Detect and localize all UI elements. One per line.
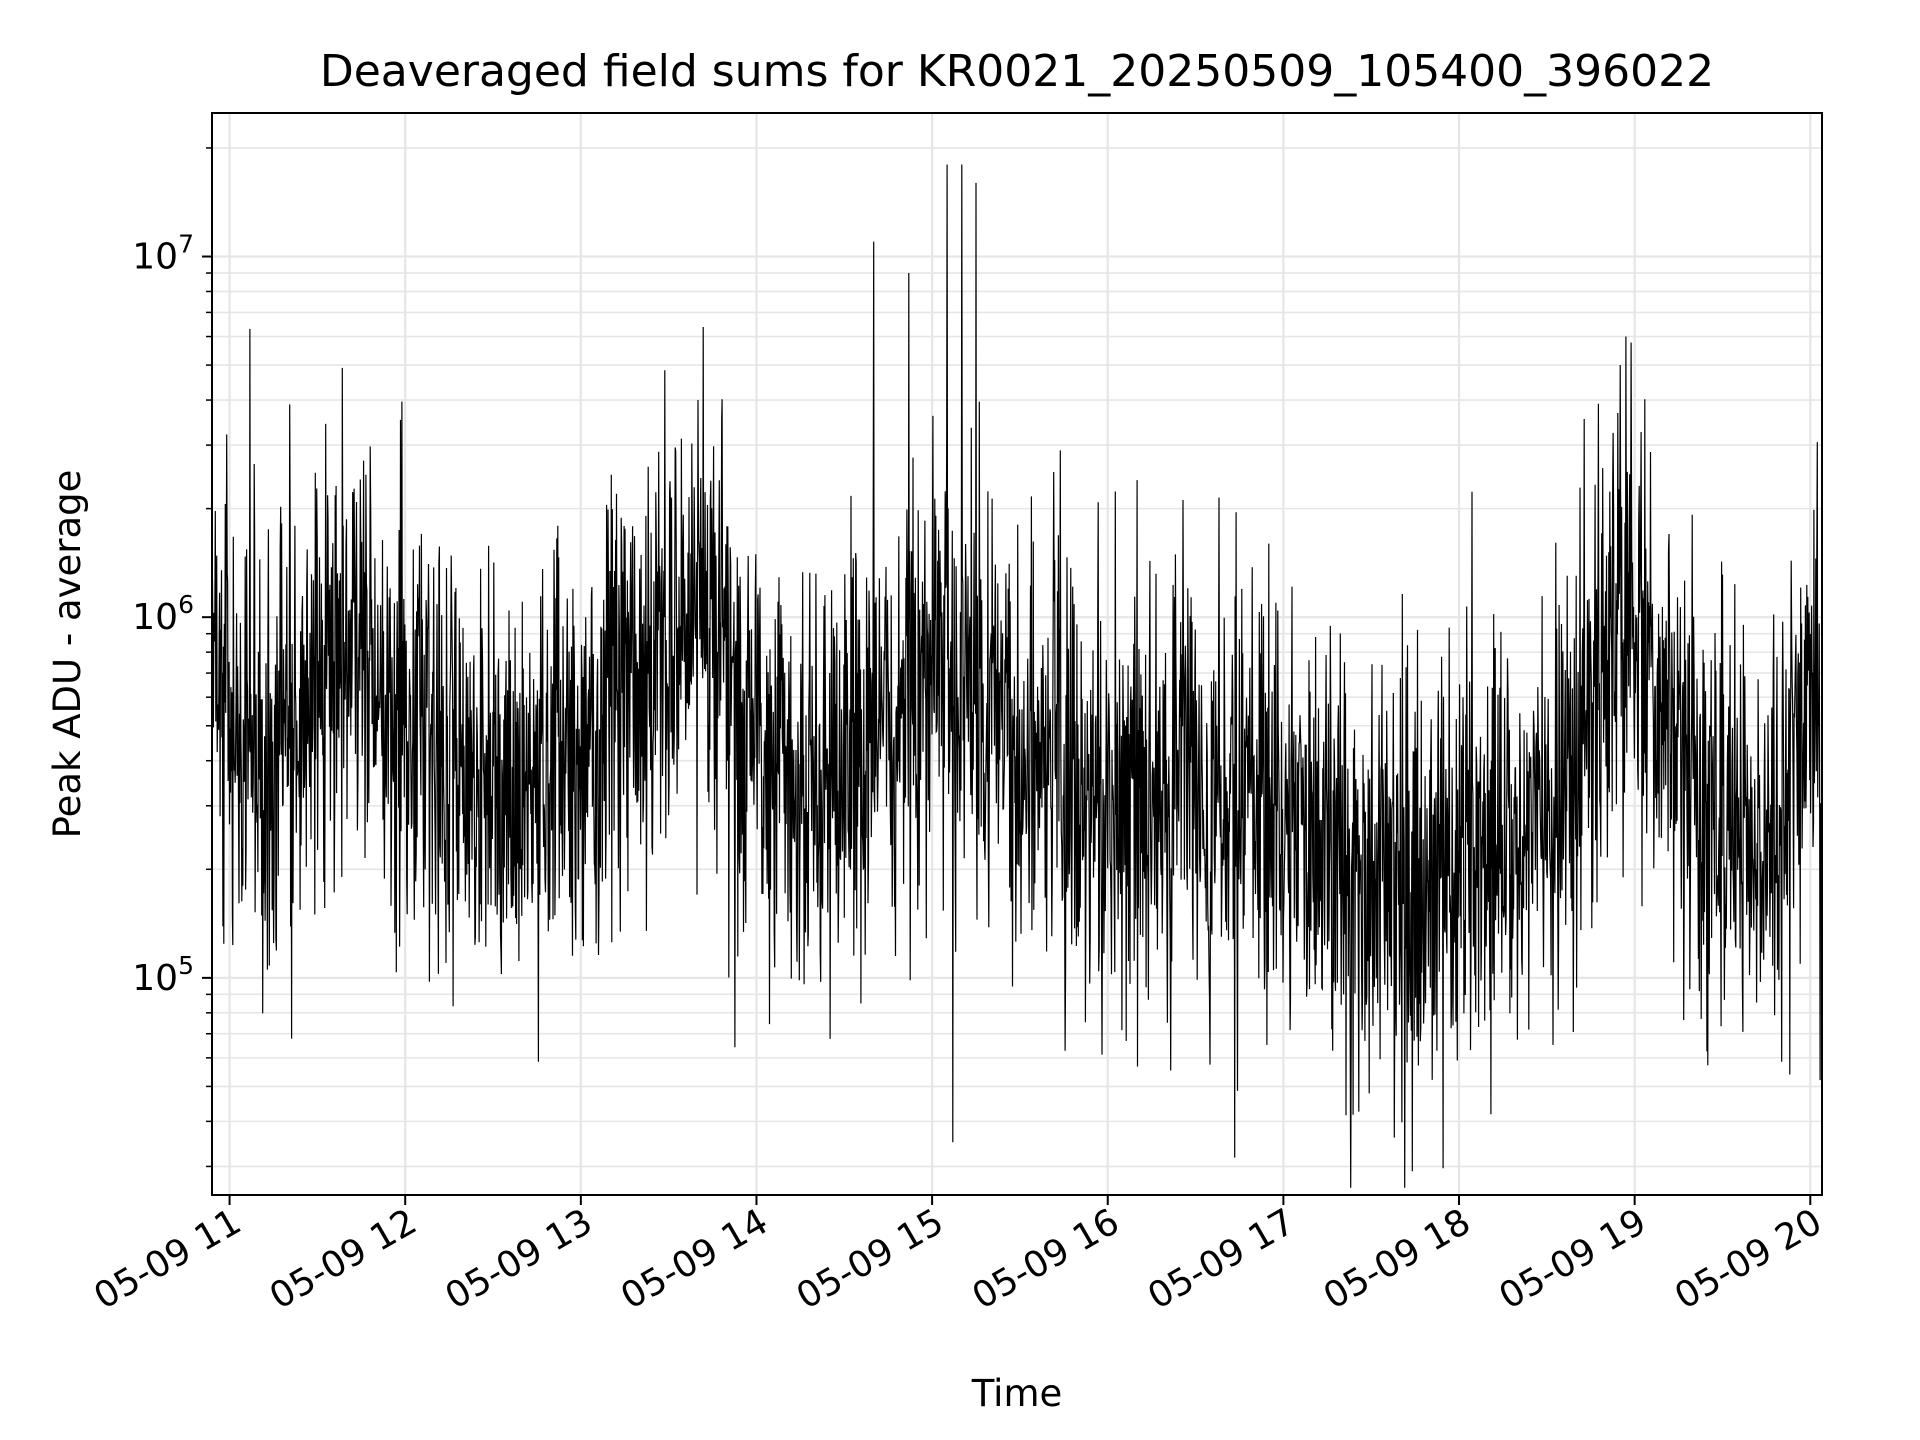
y-tick-label: 107 xyxy=(132,230,194,278)
series-layer xyxy=(211,164,1823,1188)
y-axis-label: Peak ADU - average xyxy=(46,470,89,839)
x-axis-label: Time xyxy=(971,1372,1063,1415)
chart-title: Deaveraged field sums for KR0021_2025050… xyxy=(320,46,1714,97)
series-line xyxy=(211,164,1823,1188)
y-tick-label: 105 xyxy=(132,951,194,999)
y-tick-label: 106 xyxy=(132,590,194,638)
plot-frame xyxy=(211,112,1823,1196)
